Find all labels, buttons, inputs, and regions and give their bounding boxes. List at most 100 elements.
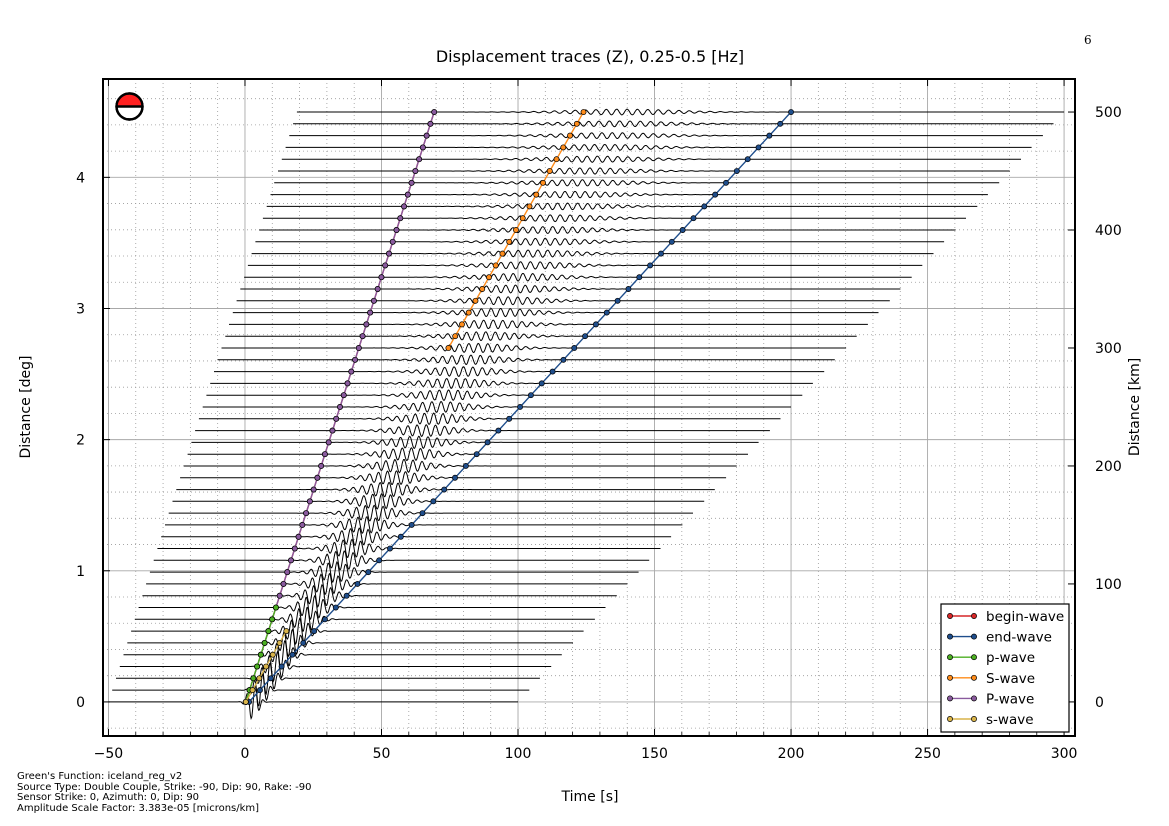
series-point-s-wave: [445, 345, 452, 351]
series-point-p-wave: [374, 286, 381, 292]
waveform-trace: [108, 683, 518, 721]
series-point-end-wave: [733, 168, 740, 174]
waveform-trace: [183, 458, 737, 474]
waveform-trace: [236, 296, 890, 306]
y-axis-label: Distance [deg]: [18, 356, 34, 459]
series-point-s-wave: [256, 675, 263, 682]
legend-marker-begin-wave: [971, 613, 977, 619]
series-point-p-wave: [276, 592, 283, 599]
waveform-trace: [153, 550, 650, 571]
legend-marker-begin-wave: [947, 613, 953, 619]
series-point-end-wave: [408, 521, 415, 528]
series-point-p-wave: [344, 380, 351, 387]
series-point-end-wave: [712, 191, 719, 198]
series-point-p-wave: [284, 569, 291, 576]
series-point-s-wave: [506, 238, 513, 245]
plot-frame: [102, 78, 1076, 737]
waveform-trace: [123, 640, 562, 670]
waveform-trace: [278, 167, 1010, 175]
series-point-p-wave: [321, 451, 328, 458]
waveform-trace: [247, 261, 923, 270]
chart-title: Displacement traces (Z), 0.25-0.5 [Hz]: [436, 47, 744, 66]
series-point-p-wave: [295, 533, 302, 540]
series-point-end-wave: [365, 569, 372, 576]
series-point-p-wave: [250, 675, 257, 682]
series-point-p-wave: [431, 109, 438, 115]
y2-tick-label: 400: [1095, 223, 1122, 239]
series-point-end-wave: [679, 227, 686, 233]
series-point-s-wave: [540, 179, 546, 186]
legend-label-p-wave: P-wave: [986, 691, 1034, 707]
y-tick-label: 2: [76, 433, 85, 449]
series-point-end-wave: [690, 215, 697, 222]
series-point-s-wave: [526, 203, 533, 210]
series-point-end-wave: [571, 345, 578, 351]
series-point-end-wave: [332, 604, 339, 611]
series-point-end-wave: [755, 144, 762, 151]
series-point-end-wave: [777, 120, 784, 127]
series-point-p-wave: [314, 474, 321, 481]
legend-marker-s-wave: [971, 674, 977, 681]
waveform-trace: [293, 120, 1054, 128]
series-point-p-wave: [269, 616, 276, 623]
waveform-trace: [229, 319, 868, 330]
y2-axis-label: Distance [km]: [1127, 358, 1143, 456]
series-point-p-wave: [412, 168, 419, 174]
series-point-s-wave: [580, 109, 587, 115]
series-point-end-wave: [592, 321, 599, 328]
waveform-trace: [281, 155, 1021, 163]
series-point-p-wave: [333, 415, 340, 422]
waveform-trace: [131, 617, 584, 646]
series-point-p-wave: [299, 521, 306, 528]
x-tick-label: 250: [914, 746, 941, 762]
series-point-end-wave: [603, 309, 610, 316]
series-point-end-wave: [387, 545, 393, 552]
series-point-p-wave: [393, 227, 400, 233]
series-point-end-wave: [267, 675, 274, 682]
series-point-s-wave: [452, 333, 459, 340]
series-point-p-wave: [359, 333, 366, 340]
series-point-p-wave: [310, 486, 317, 493]
waveform-trace: [138, 594, 606, 621]
waveform-trace: [240, 284, 901, 294]
series-point-end-wave: [452, 474, 458, 481]
series-point-s-wave: [560, 144, 567, 151]
series-point-end-wave: [538, 380, 545, 387]
y-tick-label: 0: [76, 695, 85, 711]
x-axis-label: Time [s]: [561, 789, 619, 805]
series-point-p-wave: [355, 345, 362, 351]
series-point-end-wave: [462, 463, 469, 469]
series-point-p-wave: [389, 238, 396, 245]
series-point-p-wave: [419, 144, 426, 151]
x-tick-label: 50: [373, 746, 391, 762]
series-point-end-wave: [419, 510, 426, 517]
series-point-s-wave: [249, 687, 256, 694]
legend-marker-p-wave: [971, 654, 977, 661]
series-point-end-wave: [473, 451, 480, 458]
x-tick-label: 0: [241, 746, 250, 762]
series-point-end-wave: [527, 392, 534, 399]
series-point-s-wave: [283, 628, 290, 635]
waveform-trace: [146, 572, 628, 595]
series-point-end-wave: [289, 651, 296, 658]
series-point-end-wave: [321, 616, 328, 623]
series-point-p-wave: [397, 215, 404, 222]
series-point-end-wave: [517, 404, 524, 410]
series-point-end-wave: [441, 486, 448, 493]
trace-group: [108, 108, 1065, 721]
series-point-p-wave: [382, 262, 389, 269]
series-point-p-wave: [348, 368, 355, 375]
series-point-s-wave: [486, 274, 492, 281]
series-point-p-wave: [363, 321, 370, 328]
series-point-p-wave: [265, 628, 272, 635]
series-point-s-wave: [276, 639, 283, 646]
waveform-trace: [210, 377, 813, 390]
waveform-trace: [127, 628, 573, 658]
legend-box: [940, 603, 1070, 733]
waveform-trace: [244, 272, 912, 282]
y2-tick-label: 100: [1095, 577, 1122, 593]
series-point-p-wave: [257, 651, 264, 658]
y2-tick-label: 500: [1095, 105, 1122, 121]
series-point-end-wave: [766, 132, 773, 139]
waveform-trace: [168, 504, 693, 522]
